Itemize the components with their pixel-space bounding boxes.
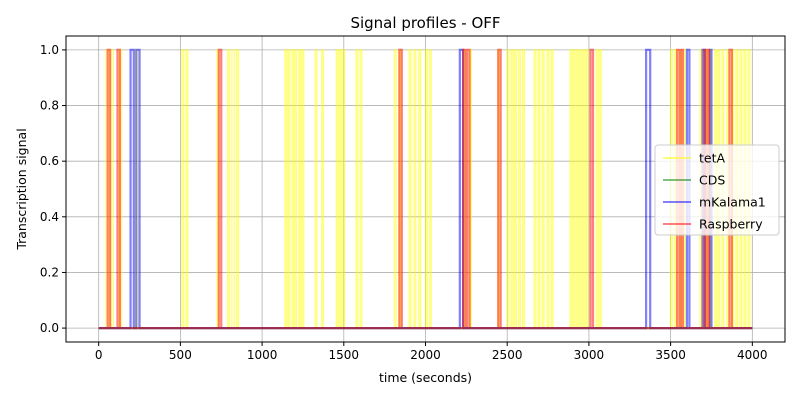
x-tick-label: 1500 [329,348,360,362]
series-layer [98,48,753,330]
legend-label: mKalama1 [699,195,766,210]
y-tick-label: 1.0 [40,43,59,57]
x-tick-label: 3000 [574,348,605,362]
legend-label: CDS [699,173,725,188]
y-axis-label: Transcription signal [14,128,29,250]
legend-label: tetA [699,151,725,166]
series-line-raspberry [98,48,753,330]
x-axis-label: time (seconds) [379,370,472,385]
legend-box [654,144,780,236]
x-tick-label: 500 [169,348,192,362]
x-tick-label: 4000 [737,348,768,362]
y-axis: 0.0 0.2 0.4 0.6 0.8 1.0 [40,43,66,335]
legend: tetA CDS mKalama1 Raspberry [654,144,780,236]
x-tick-label: 1000 [247,348,278,362]
x-tick-label: 0 [95,348,103,362]
series-line-teta [98,49,753,329]
legend-label: Raspberry [699,217,763,232]
x-tick-label: 2500 [492,348,523,362]
x-tick-label: 2000 [410,348,441,362]
y-tick-label: 0.2 [40,265,59,279]
y-tick-label: 0.4 [40,210,59,224]
y-tick-label: 0.6 [40,154,59,168]
chart-title: Signal profiles - OFF [350,14,500,32]
x-tick-label: 3500 [655,348,686,362]
x-axis: 0 500 1000 1500 2000 2500 3000 3500 4000 [95,342,768,362]
y-tick-label: 0.8 [40,99,59,113]
y-tick-label: 0.0 [40,321,59,335]
